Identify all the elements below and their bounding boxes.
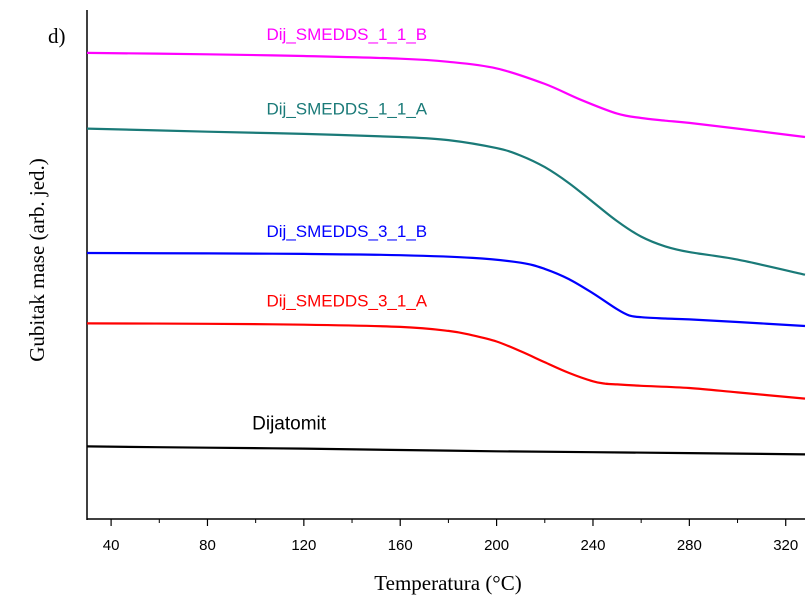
labels-layer: Dij_SMEDDS_1_1_B Dij_SMEDDS_1_1_A Dij_SMED… [252, 25, 428, 434]
series-line-dij-smedds-3-1-a [86, 322, 806, 400]
series-label: Dij_SMEDDS_3_1_A [267, 291, 428, 310]
x-tick-label: 40 [103, 537, 120, 554]
x-tick-label: 280 [677, 537, 702, 554]
series-label: Dij_SMEDDS_3_1_B [267, 222, 428, 241]
x-tick-label: 80 [199, 537, 216, 554]
series-label: Dijatomit [252, 413, 327, 434]
series-label: Dij_SMEDDS_1_1_A [267, 100, 428, 119]
y-axis-title: Gubitak mase (arb. jed.) [25, 158, 49, 362]
x-axis-title: Temperatura (°C) [374, 571, 521, 595]
series-line-dij-smedds-1-1-b [86, 51, 806, 139]
x-tick-label: 240 [580, 537, 605, 554]
x-tick-label: 320 [773, 537, 798, 554]
x-tick-label: 200 [484, 537, 509, 554]
series-line-dij-smedds-1-1-a [86, 127, 806, 276]
x-tick-label: 160 [388, 537, 413, 554]
series-layer [86, 51, 806, 456]
series-line-dijatomit [86, 445, 806, 456]
axes: 40 80 120 160 200 240 280 320 [86, 10, 805, 554]
x-tick-label: 120 [291, 537, 316, 554]
panel-label: d) [48, 24, 66, 48]
series-label: Dij_SMEDDS_1_1_B [267, 25, 428, 44]
series-line-dij-smedds-3-1-b [86, 251, 806, 328]
